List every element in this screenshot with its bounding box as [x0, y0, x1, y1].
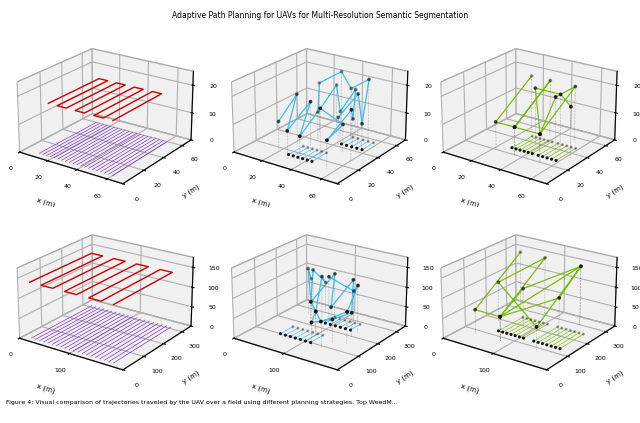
Text: Adaptive Path Planning for UAVs for Multi-Resolution Semantic Segmentation: Adaptive Path Planning for UAVs for Mult… [172, 11, 468, 19]
X-axis label: x (m): x (m) [36, 197, 56, 209]
Y-axis label: y (m): y (m) [181, 370, 200, 385]
X-axis label: x (m): x (m) [460, 197, 479, 209]
Y-axis label: y (m): y (m) [605, 184, 624, 199]
X-axis label: x (m): x (m) [36, 383, 56, 395]
Y-axis label: y (m): y (m) [181, 184, 200, 199]
X-axis label: x (m): x (m) [250, 383, 270, 395]
Y-axis label: y (m): y (m) [605, 370, 624, 385]
Y-axis label: y (m): y (m) [396, 184, 415, 199]
X-axis label: x (m): x (m) [250, 197, 270, 209]
Y-axis label: y (m): y (m) [396, 370, 415, 385]
X-axis label: x (m): x (m) [460, 383, 479, 395]
Text: Figure 4: Visual comparison of trajectories traveled by the UAV over a field usi: Figure 4: Visual comparison of trajector… [6, 400, 398, 405]
